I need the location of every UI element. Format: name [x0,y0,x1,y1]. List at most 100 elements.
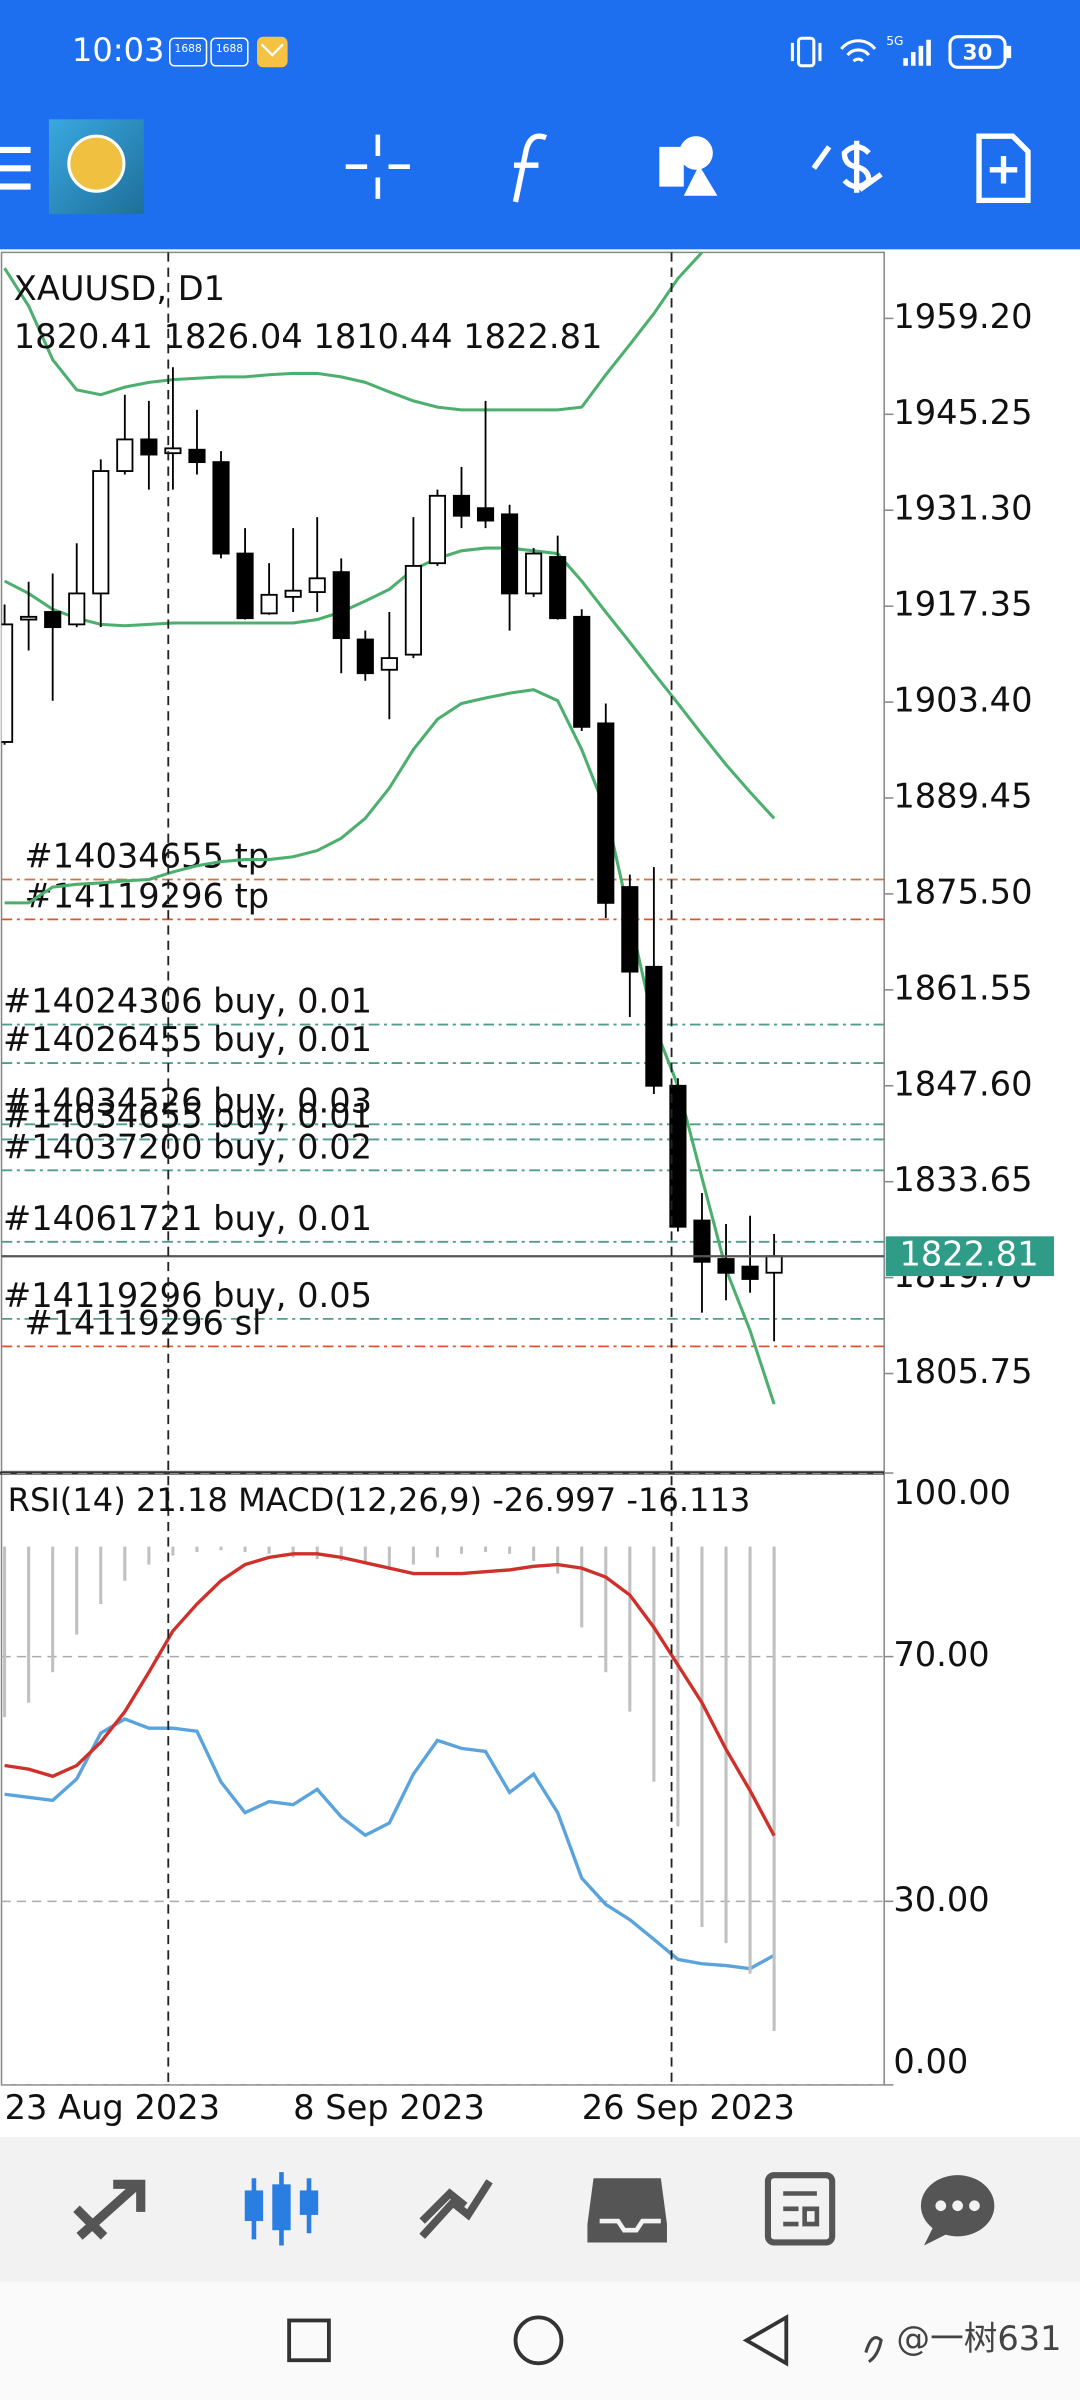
histogram-bar [3,1546,7,1718]
badge-box [169,37,208,67]
y-tick-label: 1805.75 [893,1352,1032,1391]
histogram-bar [700,1546,704,1927]
indicators-button[interactable] [512,133,548,203]
histogram-bar [508,1546,512,1554]
recents-button[interactable] [287,2318,331,2363]
status-time: 10:03 [72,31,165,69]
candle-body [621,886,639,973]
quotes-tab[interactable] [73,2179,146,2240]
order-label: #14119296 tp [24,876,269,915]
histogram-bar [291,1546,295,1558]
new-order-button[interactable] [976,133,1031,204]
history-tab [599,2218,661,2233]
order-label: #14034526 buy, 0.03 [3,1081,372,1120]
rsi-name: RSI(14) [8,1481,126,1519]
x-tick-label: 26 Sep 2023 [582,2088,795,2127]
trade-tab[interactable] [419,2179,493,2239]
y-tick-label: 100.00 [893,1473,1011,1512]
candle-body [212,461,230,555]
indicator-line [4,1717,775,1971]
badge-box [210,37,249,67]
histogram-bar [676,1546,680,1827]
new-order-button [989,156,1018,184]
indicator-panel [0,1472,885,2086]
histogram-bar [556,1546,560,1574]
histogram-bar [147,1546,151,1565]
candle-body [1,623,14,743]
histogram-bar [532,1546,536,1561]
rsi-value: 21.18 [136,1481,228,1519]
histogram-bar [27,1546,31,1703]
candle-body [549,556,567,620]
candle-body [68,592,86,626]
band-line [3,546,776,820]
battery-icon [1006,45,1012,59]
candle-body [645,965,663,1087]
mail-icon [256,36,288,68]
status-badge: 1688 [175,42,202,55]
chart-title: XAUUSD, D1 [14,269,225,308]
y-tick-label: 30.00 [893,1880,989,1919]
back-button[interactable] [742,2314,789,2367]
candle-body [741,1265,759,1280]
histogram-bar [435,1546,439,1558]
y-tick-label: 1931.30 [893,489,1032,528]
candle-body [452,494,471,517]
objects-button [679,136,713,170]
home-button[interactable] [513,2315,564,2366]
news-tab[interactable] [764,2172,836,2246]
indicator-line [4,1552,776,1837]
crosshair-button[interactable] [345,134,410,199]
news-tab [783,2191,820,2227]
histogram-bar [604,1546,608,1673]
mail-icon [260,43,284,57]
histogram-bar [243,1546,247,1552]
y-tick-label: 1959.20 [893,297,1032,336]
order-label: #14026455 buy, 0.01 [3,1020,372,1059]
histogram-bar [484,1546,488,1552]
histogram-bar [724,1546,728,1944]
open-value: 1820.41 [14,317,153,356]
chat-tab [935,2200,947,2212]
histogram-bar [267,1546,271,1554]
status-badge: 1688 [216,42,243,55]
histogram-bar [772,1546,776,2032]
objects-button[interactable] [659,146,684,187]
bid-box [885,1236,1054,1277]
histogram-bar [628,1546,632,1712]
histogram-bar [411,1546,415,1565]
trade-button[interactable] [811,140,883,193]
ohlc-header: 1820.41 1826.04 1810.44 1822.81 [14,317,603,356]
order-label: #14037200 buy, 0.02 [3,1127,372,1166]
histogram-bar [459,1546,464,1554]
order-label: #14061721 buy, 0.01 [3,1199,372,1238]
candle-body [573,615,591,728]
band-line [3,252,704,412]
histogram-bar [123,1546,127,1581]
menu-button[interactable] [0,146,31,190]
chart-tab [244,2190,264,2222]
candle-body [525,552,543,595]
candle-body [765,1255,783,1274]
macd-name: MACD(12,26,9) [238,1481,482,1519]
candle-body [717,1258,735,1274]
y-tick-label: 1833.65 [893,1160,1032,1199]
candle-body [669,1084,687,1228]
history-tab[interactable] [587,2178,667,2243]
chat-tab [952,2200,963,2212]
battery-icon [948,35,1007,69]
network-type: 5G [886,34,903,48]
x-tick-label: 8 Sep 2023 [293,2088,485,2127]
vibrate-icon [790,42,822,62]
histogram-bar [748,1546,752,1974]
y-tick-label: 1861.55 [893,968,1032,1007]
chart-tab [272,2184,291,2231]
candle-body [260,593,278,615]
candle-body [284,589,302,598]
bottom-toolbar [0,2136,1080,2283]
candle-body [20,615,38,621]
axes: 1959.20 1945.25 1931.30 1917.35 1903.40 1889.… [5,297,1054,2127]
close-value: 1822.81 [463,317,602,356]
order-label: #14119296 buy, 0.05 [3,1276,372,1315]
macd-value: -26.997 [492,1481,616,1519]
